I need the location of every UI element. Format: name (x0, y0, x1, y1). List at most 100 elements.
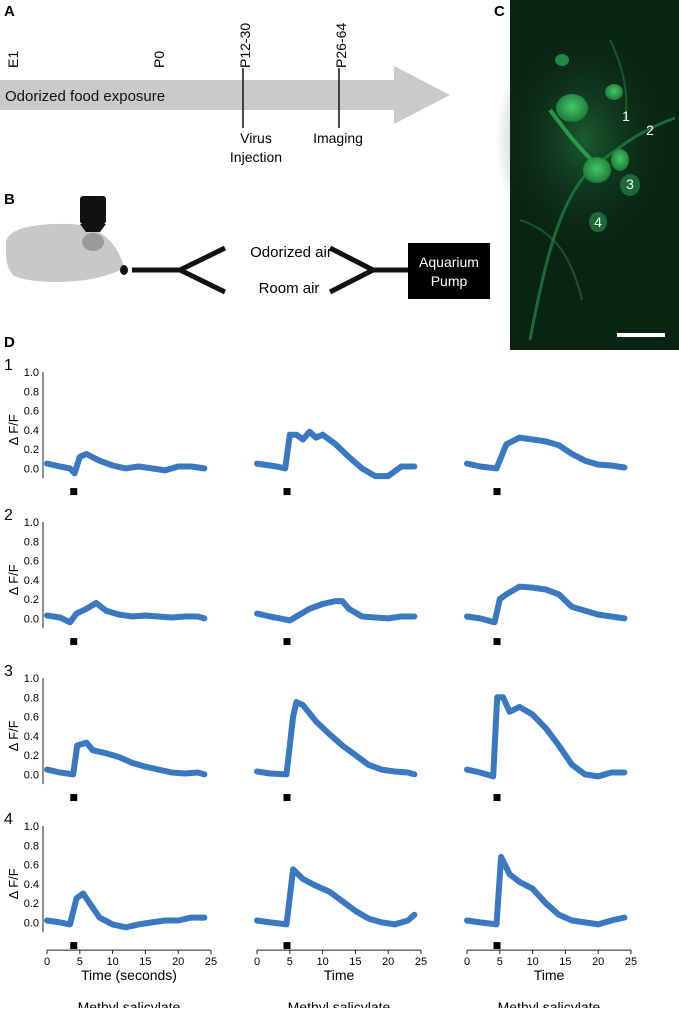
y-tick-label: 0.8 (24, 386, 39, 398)
aquarium-pump-box (408, 243, 490, 299)
trace-row2-col1 (44, 600, 208, 626)
x-tick-label: 15 (559, 956, 571, 968)
trace-row1-col2 (254, 428, 418, 480)
x-tick-label: 5 (77, 956, 83, 968)
dendrite-4 (609, 39, 628, 121)
column-title-line1: Methyl salicylate (288, 999, 391, 1008)
panel-d: D 1 1.0 0.8 0.6 0.4 0.2 0.0 Δ F/F 2 1.0 0.8 0.6 0.4 0… (0, 330, 679, 1013)
trace-row3-col2 (254, 699, 418, 778)
panel-label-c: C (494, 3, 505, 20)
y-tick-label: 0.2 (24, 594, 39, 606)
traces-chart: D 1 1.0 0.8 0.6 0.4 0.2 0.0 Δ F/F 2 1.0 0.8 0.6 0.4 0… (4, 334, 637, 1013)
y-tick-label: 0.4 (24, 575, 39, 587)
cell-label-2: 2 (646, 122, 654, 138)
cell-label-4: 4 (594, 214, 602, 230)
x-tick-label: 5 (287, 956, 293, 968)
stimulus-marker (283, 794, 291, 802)
y-axis-label: Δ F/F (6, 414, 21, 445)
x-tick-label: 5 (497, 956, 503, 968)
x-tick-label: 20 (382, 956, 394, 968)
trace-row2-col3 (464, 583, 628, 626)
micrograph-figure: C 1 2 3 4 (494, 0, 679, 350)
mouse-nose (120, 265, 128, 275)
column-title-line1: Methyl salicylate (78, 999, 181, 1008)
stimulus-marker (70, 488, 78, 496)
trace-row3-col1 (44, 739, 208, 778)
y-tick-label: 1.0 (24, 517, 39, 529)
cell-4-body (589, 212, 607, 232)
y-tick-label: 0.2 (24, 898, 39, 910)
y-tick-label: 0.6 (24, 406, 39, 418)
trace-row2-col2 (254, 598, 418, 624)
tube-room (178, 267, 227, 295)
x-tick-label: 0 (254, 956, 260, 968)
y-tick-label: 1.0 (24, 821, 39, 833)
x-tick-label: 15 (139, 956, 151, 968)
panel-label-b: B (4, 191, 15, 208)
milestone-p12-30: P12-30 (237, 23, 253, 68)
y-tick-label: 0.0 (24, 463, 39, 475)
tube-odor (178, 245, 227, 273)
x-tick-label: 10 (316, 956, 328, 968)
y-tick-label: 0.4 (24, 425, 39, 437)
x-tick-label: 10 (106, 956, 118, 968)
stimulus-marker (70, 942, 78, 950)
y-tick-label: 0.8 (24, 536, 39, 548)
y-tick-label: 0.4 (24, 879, 39, 891)
cranial-window (82, 233, 104, 251)
timeline-figure: A Odorized food exposure E1 P0 P12-30 P2… (0, 3, 450, 165)
trace-row1-col3 (464, 434, 628, 472)
x-tick-label: 25 (415, 956, 427, 968)
x-tick-label: 0 (464, 956, 470, 968)
row-label-3: 3 (4, 663, 13, 680)
timeline-bar-label: Odorized food exposure (5, 88, 165, 105)
milestone-e1: E1 (5, 51, 21, 68)
pump-label-line1: Aquarium (419, 254, 479, 270)
trace-row3-col3 (464, 694, 628, 780)
x-tick-label: 20 (172, 956, 184, 968)
micrograph-glow (495, 20, 675, 260)
scale-bar (617, 333, 665, 337)
neuron-soma-e (555, 54, 569, 66)
x-tick-label: 15 (349, 956, 361, 968)
stimulus-marker (283, 488, 291, 496)
x-tick-label: 20 (592, 956, 604, 968)
y-tick-label: 0.0 (24, 769, 39, 781)
mouse-head (5, 223, 125, 283)
stimulus-marker (70, 794, 78, 802)
stimulus-marker (493, 488, 501, 496)
x-axis-label: Time (324, 967, 355, 983)
y-tick-label: 1.0 (24, 673, 39, 685)
y-tick-label: 0.6 (24, 712, 39, 724)
panel-a: A Odorized food exposure E1 P0 P12-30 P2… (0, 0, 500, 185)
milestone-p26-64: P26-64 (333, 23, 349, 68)
y-tick-label: 0.6 (24, 860, 39, 872)
y-tick-label: 0.0 (24, 917, 39, 929)
tube-odor-pump (328, 245, 375, 273)
trace-row1-col1 (44, 451, 208, 477)
row-label-2: 2 (4, 507, 13, 524)
x-axis-label: Time (534, 967, 565, 983)
row-label-1: 1 (4, 357, 13, 374)
y-axis-label: Δ F/F (6, 564, 21, 595)
x-tick-label: 25 (625, 956, 637, 968)
milestone-p0: P0 (151, 51, 167, 68)
y-tick-label: 1.0 (24, 367, 39, 379)
x-tick-label: 25 (205, 956, 217, 968)
setup-diagram: B Odorized air Room air Aquarium Pump (4, 191, 490, 299)
panel-label-d: D (4, 334, 15, 351)
stimulus-marker (493, 638, 501, 646)
panel-c: C 1 2 3 4 (490, 0, 679, 352)
neuron-soma-c (611, 149, 629, 171)
y-tick-label: 0.0 (24, 613, 39, 625)
microscope-objective (80, 196, 106, 224)
neuron-soma-d (605, 84, 623, 100)
pump-label-line2: Pump (431, 273, 468, 289)
stimulus-marker (283, 942, 291, 950)
trace-row4-col3 (464, 853, 628, 928)
y-axis-label: Δ F/F (6, 720, 21, 751)
event-virus-line1: Virus (240, 130, 272, 146)
stimulus-marker (493, 942, 501, 950)
stimulus-marker (493, 794, 501, 802)
room-air-label: Room air (259, 280, 320, 297)
